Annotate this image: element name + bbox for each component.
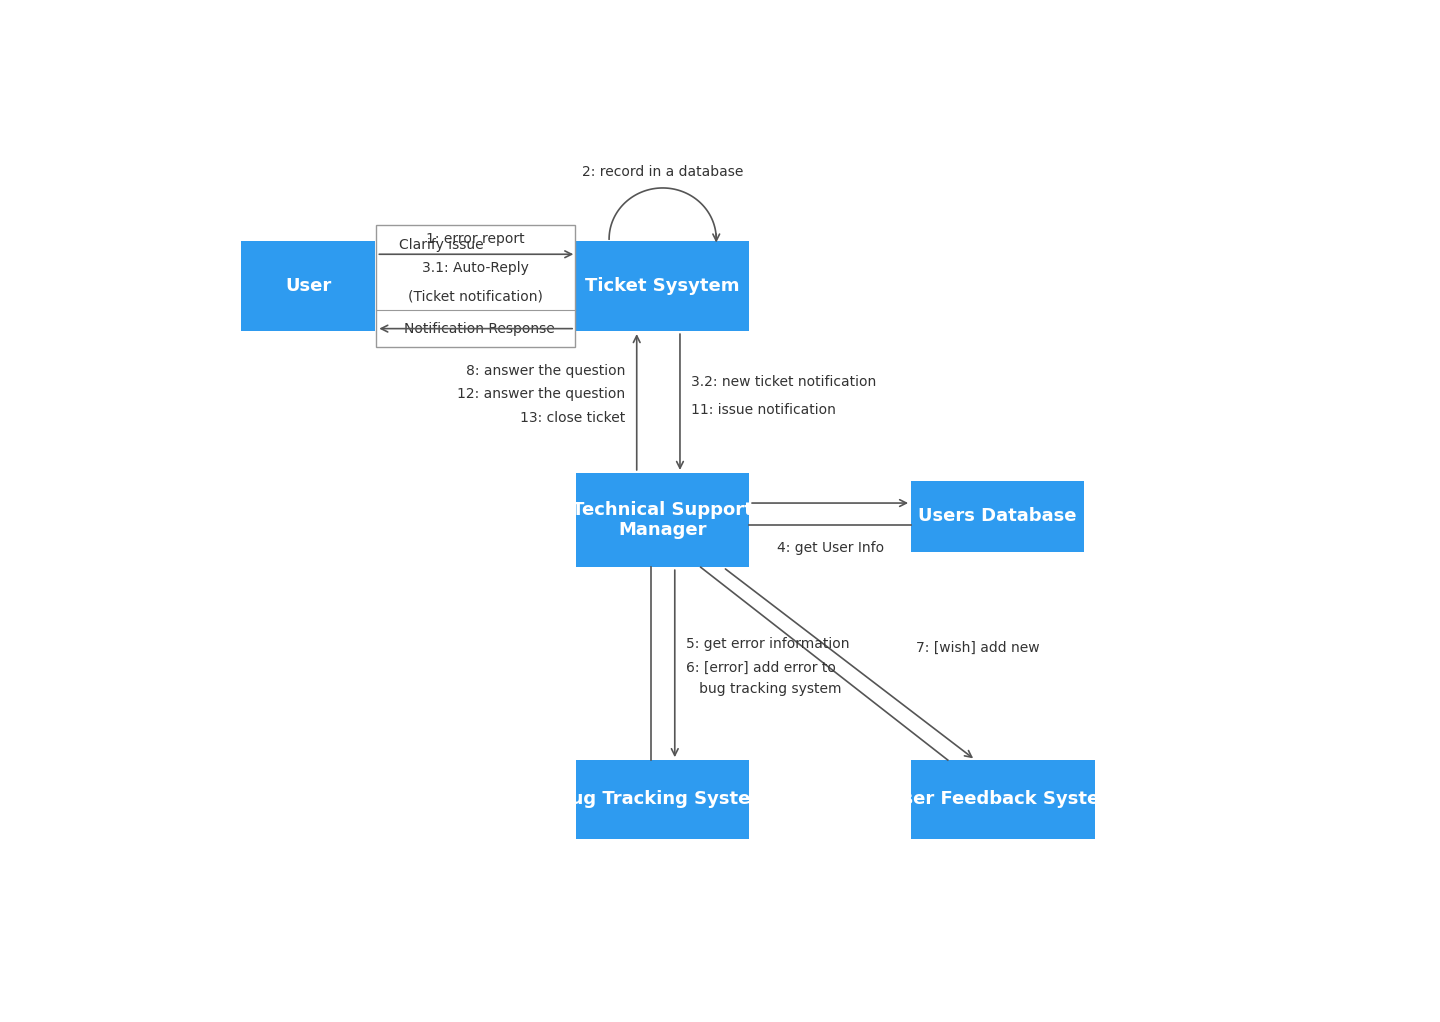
Text: bug tracking system: bug tracking system [685,682,841,696]
Text: 4: get User Info: 4: get User Info [776,541,884,555]
Text: Clarify issue: Clarify issue [399,238,484,251]
Text: 8: answer the question: 8: answer the question [467,364,625,377]
Text: Ticket Sysytem: Ticket Sysytem [586,277,740,295]
Text: User: User [285,277,331,295]
Text: 7: [wish] add new: 7: [wish] add new [916,641,1040,655]
Text: 3.1: Auto-Reply: 3.1: Auto-Reply [422,261,528,275]
FancyBboxPatch shape [576,240,749,331]
Text: 3.2: new ticket notification: 3.2: new ticket notification [691,375,877,389]
Text: 2: record in a database: 2: record in a database [582,165,743,179]
FancyBboxPatch shape [242,240,376,331]
Text: Bug Tracking System: Bug Tracking System [557,790,769,808]
FancyBboxPatch shape [912,480,1084,552]
FancyBboxPatch shape [376,225,575,346]
Text: (Ticket notification): (Ticket notification) [409,289,543,304]
Text: Technical Support
Manager: Technical Support Manager [572,501,753,540]
Text: 5: get error information: 5: get error information [685,637,850,651]
FancyBboxPatch shape [576,760,749,839]
Text: 11: issue notification: 11: issue notification [691,403,837,417]
Text: User Feedback System: User Feedback System [888,790,1117,808]
Text: 1: error report: 1: error report [426,232,526,246]
Text: 13: close ticket: 13: close ticket [520,411,625,425]
Text: 12: answer the question: 12: answer the question [458,387,625,401]
FancyBboxPatch shape [576,473,749,567]
Text: Notification Response: Notification Response [405,322,554,335]
Text: 6: [error] add error to: 6: [error] add error to [685,660,835,675]
Text: Users Database: Users Database [919,507,1077,525]
FancyBboxPatch shape [912,760,1096,839]
